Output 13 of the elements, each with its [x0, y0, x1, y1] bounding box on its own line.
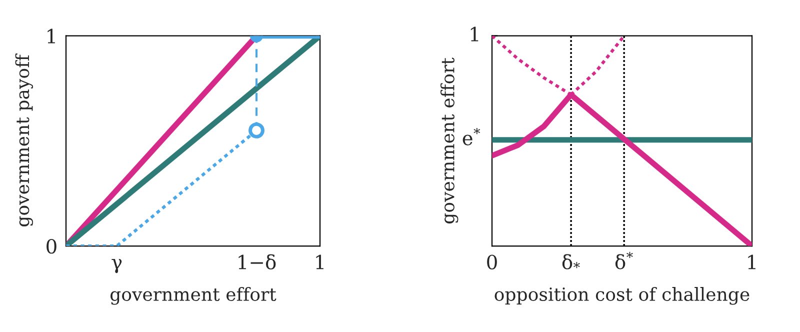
x-tick-label: δ$^{*}$ — [615, 252, 633, 270]
y-axis-title: government effort — [440, 58, 458, 224]
x-tick-label: 1 — [748, 254, 756, 270]
x-tick-label: 1 — [316, 254, 324, 270]
x-tick-label: δ$_{*}$ — [562, 254, 580, 270]
y-axis-title: government payoff — [15, 53, 33, 226]
annotation: e$^{*}$ — [462, 128, 480, 146]
x-tick-label: 0 — [487, 254, 497, 270]
x-axis-title: government effort — [110, 287, 276, 305]
x-tick-label: 1−δ — [238, 254, 276, 270]
x-axis-title: opposition cost of challenge — [494, 287, 750, 305]
annotation: 1 — [470, 26, 478, 42]
x-tick-label: γ — [112, 258, 122, 274]
